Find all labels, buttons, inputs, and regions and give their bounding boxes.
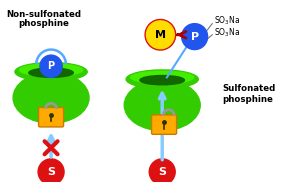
- Circle shape: [182, 24, 208, 50]
- Ellipse shape: [15, 63, 87, 81]
- Ellipse shape: [19, 64, 83, 76]
- Text: phosphine: phosphine: [222, 95, 273, 104]
- Text: P: P: [191, 32, 199, 42]
- Text: S: S: [47, 167, 55, 177]
- Text: SO$_3$Na: SO$_3$Na: [214, 15, 240, 27]
- Text: Sulfonated: Sulfonated: [222, 84, 276, 93]
- FancyBboxPatch shape: [151, 115, 177, 134]
- Circle shape: [145, 19, 176, 50]
- Text: SO$_3$Na: SO$_3$Na: [214, 27, 240, 39]
- Text: P: P: [47, 61, 55, 71]
- Circle shape: [149, 159, 175, 185]
- Text: phosphine: phosphine: [18, 19, 69, 28]
- Text: M: M: [155, 30, 166, 40]
- Ellipse shape: [131, 71, 194, 83]
- Ellipse shape: [140, 76, 184, 85]
- Ellipse shape: [13, 72, 89, 123]
- Ellipse shape: [29, 68, 73, 77]
- Text: Non-sulfonated: Non-sulfonated: [6, 10, 81, 19]
- Ellipse shape: [124, 80, 200, 131]
- Circle shape: [146, 21, 174, 49]
- FancyBboxPatch shape: [39, 108, 63, 127]
- Text: S: S: [158, 167, 166, 177]
- Circle shape: [40, 55, 62, 77]
- Circle shape: [38, 159, 64, 185]
- Ellipse shape: [126, 70, 198, 88]
